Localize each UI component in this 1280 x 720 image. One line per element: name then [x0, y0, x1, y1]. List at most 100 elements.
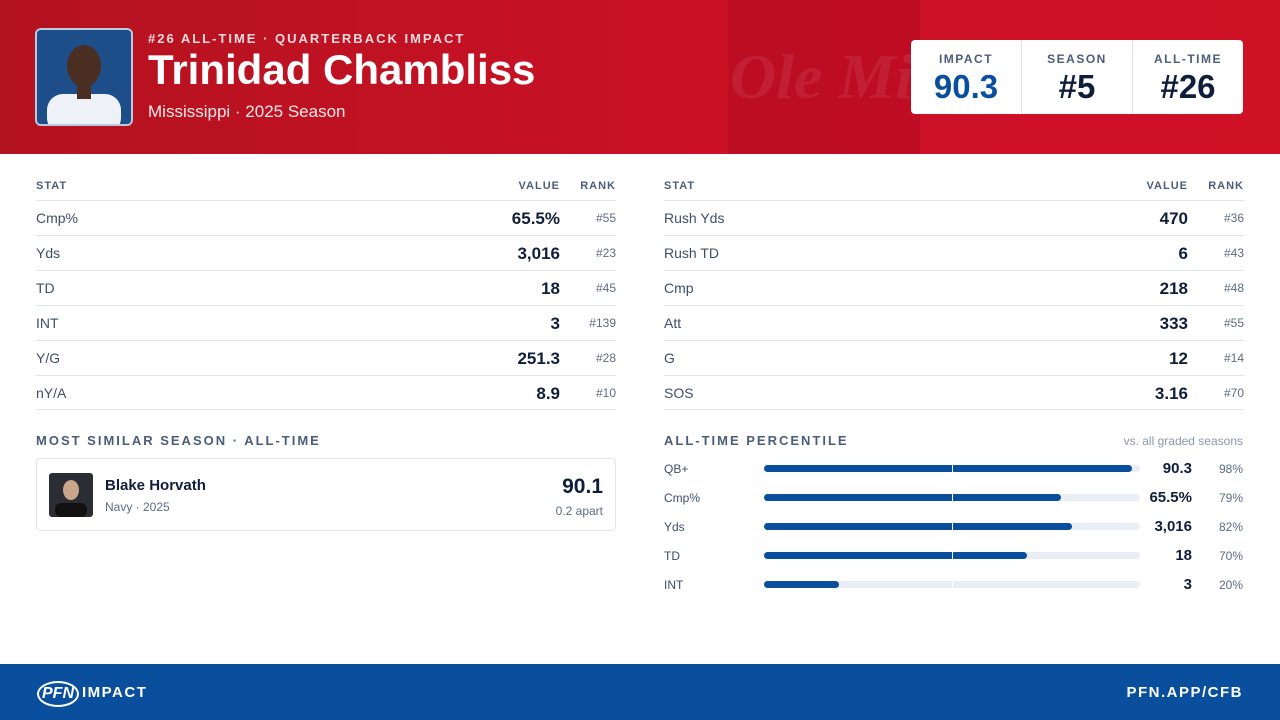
summary-value: #5 [1058, 68, 1096, 105]
stat-value: 3,016 [517, 244, 560, 263]
player-sub: Mississippi · 2025 Season [148, 102, 346, 121]
header: Ole Miss #26 ALL-TIME · QUARTERBACK IMPA… [0, 0, 1280, 154]
stat-value: 65.5% [511, 209, 560, 228]
stat-row: Cmp 218 #48 [664, 270, 1244, 305]
percentile-note: vs. all graded seasons [1123, 434, 1243, 448]
player-name: Trinidad Chambliss [148, 46, 536, 93]
logo-panel [728, 0, 920, 154]
stat-name: Cmp% [36, 210, 79, 226]
stat-rank: #10 [595, 386, 616, 400]
stat-rank: #55 [1223, 316, 1244, 330]
stat-name: Y/G [36, 350, 61, 366]
footer-section: IMPACT [82, 684, 148, 701]
percentile-pct: 98% [1218, 462, 1243, 476]
stat-row: Yds 3,016 #23 [36, 235, 616, 270]
table-rule [664, 409, 1244, 410]
percentile-bar [764, 523, 1073, 530]
similar-card: Blake Horvath Navy · 2025 90.1 0.2 apart [36, 458, 616, 531]
percentile-pct: 70% [1218, 549, 1243, 563]
percentile-pct: 20% [1218, 578, 1243, 592]
percentile-track [764, 581, 1140, 588]
stat-value: 3 [550, 314, 560, 333]
percentile-value: 18 [1175, 547, 1192, 564]
summary-value: 90.3 [933, 68, 999, 105]
section-heading: MOST SIMILAR SEASON · ALL-TIME [36, 433, 321, 448]
stat-rank: #55 [595, 211, 616, 225]
midline [952, 465, 953, 472]
stat-row: G 12 #14 [664, 340, 1244, 375]
stat-row: nY/A 8.9 #10 [36, 375, 616, 410]
stat-value: 218 [1159, 279, 1188, 298]
stat-rank: #45 [595, 281, 616, 295]
stat-row: Att 333 #55 [664, 305, 1244, 340]
stat-value: 251.3 [517, 349, 560, 368]
percentile-label: INT [664, 578, 684, 592]
percentile-value: 90.3 [1162, 460, 1192, 477]
stat-name: G [664, 350, 675, 366]
similar-score: 90.1 [562, 475, 603, 498]
column-header: VALUE [1146, 180, 1188, 192]
percentile-label: QB+ [664, 462, 689, 476]
stat-rank: #36 [1223, 211, 1244, 225]
percentile-track [764, 523, 1140, 530]
stat-value: 333 [1159, 314, 1188, 333]
percentile-bar [764, 581, 840, 588]
percentile-pct: 79% [1218, 491, 1243, 505]
stat-rank: #139 [589, 316, 616, 330]
stat-row: Rush Yds 470 #36 [664, 200, 1244, 235]
similar-detail: Navy · 2025 [105, 500, 170, 514]
table-rule [36, 409, 616, 410]
stat-row: Rush TD 6 #43 [664, 235, 1244, 270]
stat-row: SOS 3.16 #70 [664, 375, 1244, 410]
similar-name: Blake Horvath [105, 477, 206, 494]
midline [952, 581, 953, 588]
stat-name: Yds [36, 245, 61, 261]
summary-label: ALL-TIME [1154, 52, 1222, 66]
column-header: RANK [580, 180, 616, 192]
stat-name: SOS [664, 385, 694, 401]
percentile-track [764, 494, 1140, 501]
stat-name: TD [36, 280, 55, 296]
percentile-label: TD [664, 549, 680, 563]
summary-box: IMPACT 90.3 [911, 40, 1021, 114]
stat-row: Cmp% 65.5% #55 [36, 200, 616, 235]
percentile-pct: 82% [1218, 520, 1243, 534]
percentile-bar [764, 552, 1028, 559]
similar-photo [49, 473, 93, 517]
footer: PFN IMPACT PFN.APP/CFB [0, 664, 1280, 720]
percentile-track [764, 465, 1140, 472]
summary-label: IMPACT [938, 52, 994, 66]
stat-value: 6 [1178, 244, 1188, 263]
photo-art [37, 30, 131, 124]
percentile-value: 3,016 [1154, 518, 1192, 535]
stat-name: Cmp [664, 280, 694, 296]
stat-rank: #48 [1223, 281, 1244, 295]
stat-rank: #43 [1223, 246, 1244, 260]
stat-rank: #23 [595, 246, 616, 260]
percentile-bar [764, 494, 1062, 501]
summary-label: SEASON [1047, 52, 1107, 66]
player-photo [35, 28, 133, 126]
stat-name: Att [664, 315, 682, 331]
midline [952, 494, 953, 501]
similar-gap: 0.2 apart [555, 504, 603, 518]
percentile-value: 3 [1183, 576, 1192, 593]
column-header: RANK [1208, 180, 1244, 192]
summary-box: ALL-TIME #26 [1132, 40, 1243, 114]
column-header: STAT [36, 180, 68, 192]
brand-logo: PFN [37, 681, 79, 707]
stat-row: INT 3 #139 [36, 305, 616, 340]
stat-value: 12 [1169, 349, 1188, 368]
stat-value: 3.16 [1154, 384, 1188, 403]
stat-name: Rush TD [664, 245, 719, 261]
stat-row: Y/G 251.3 #28 [36, 340, 616, 375]
stat-name: nY/A [36, 385, 67, 401]
stat-row: TD 18 #45 [36, 270, 616, 305]
percentile-label: Yds [664, 520, 685, 534]
stat-rank: #70 [1223, 386, 1244, 400]
percentile-value: 65.5% [1149, 489, 1192, 506]
kicker: #26 ALL-TIME · QUARTERBACK IMPACT [148, 31, 466, 46]
stat-rank: #14 [1223, 351, 1244, 365]
summary-box: SEASON #5 [1021, 40, 1132, 114]
